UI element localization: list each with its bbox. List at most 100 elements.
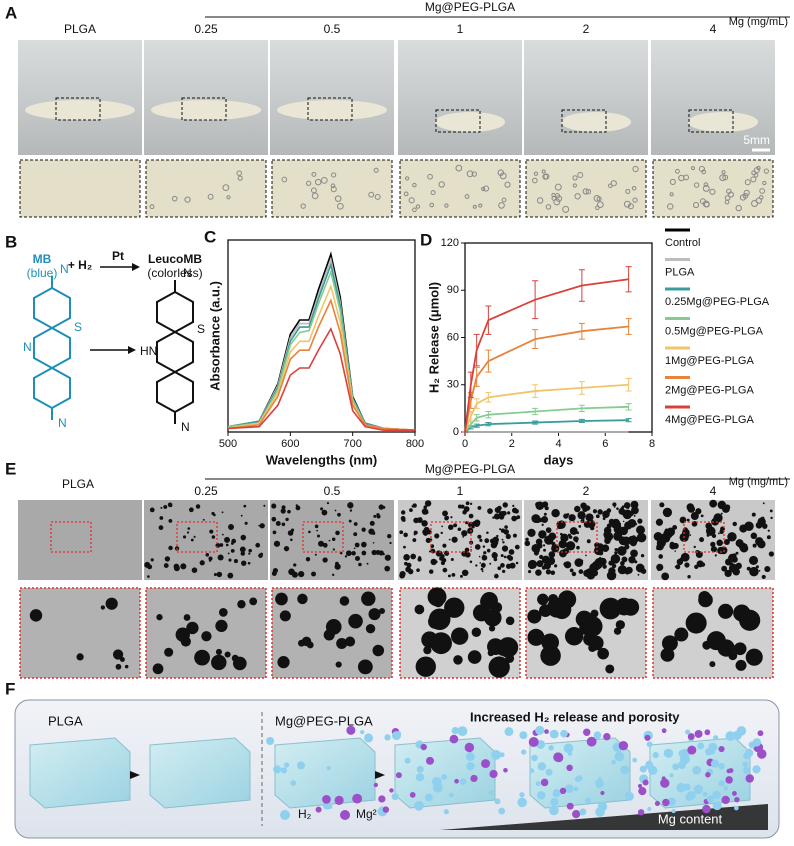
pore	[630, 506, 639, 515]
pore	[183, 614, 191, 621]
pore	[540, 645, 561, 666]
bubble	[533, 171, 539, 176]
group-label: PLGA	[48, 713, 83, 728]
pore	[293, 563, 297, 567]
h2-bubble	[384, 734, 391, 741]
pore	[748, 555, 759, 566]
pore	[221, 533, 224, 536]
pore	[614, 551, 618, 555]
bubble	[408, 197, 415, 204]
error-bar	[578, 418, 585, 424]
pore	[503, 529, 510, 535]
h2-bubble	[448, 792, 454, 798]
legend-label: 0.25Mg@PEG-PLGA	[665, 296, 770, 308]
h2-bubble	[646, 741, 653, 748]
pore	[217, 554, 224, 561]
pore	[358, 562, 362, 567]
pore	[515, 561, 519, 565]
pore	[115, 663, 122, 670]
bubble	[330, 172, 337, 178]
mg-ion	[661, 728, 667, 734]
roi-box	[50, 521, 92, 553]
pore	[602, 517, 606, 521]
pore	[636, 525, 645, 535]
pore	[687, 575, 691, 579]
pore	[419, 517, 423, 520]
pore	[604, 537, 611, 545]
pore	[378, 504, 384, 510]
h2-bubble	[519, 792, 525, 798]
error-bar	[473, 398, 480, 409]
mg-ion	[757, 730, 764, 737]
pore	[507, 511, 511, 515]
h2-bubble	[752, 738, 762, 747]
pore	[219, 543, 224, 547]
pore	[622, 520, 625, 523]
pore	[721, 565, 728, 572]
mg-ion	[559, 787, 567, 794]
mg-ion	[661, 776, 666, 781]
pore	[354, 556, 360, 562]
error-bar	[532, 329, 539, 350]
h2-bubble	[414, 800, 424, 811]
pore	[430, 632, 452, 655]
pore	[453, 655, 463, 665]
mg-ion	[378, 795, 386, 803]
bubble	[320, 176, 328, 184]
catalyst: Pt	[112, 249, 124, 263]
pore	[527, 628, 545, 646]
pore	[442, 543, 447, 548]
pore	[227, 572, 234, 579]
pore	[602, 564, 607, 569]
pore	[543, 548, 547, 552]
pore	[571, 571, 577, 577]
vial-photo	[524, 40, 648, 155]
panel-label: B	[5, 232, 17, 251]
sem-image	[144, 500, 268, 580]
pore	[213, 513, 216, 517]
h2-bubble	[451, 726, 459, 735]
pore	[248, 552, 251, 555]
pore	[441, 525, 443, 528]
bubble	[577, 171, 584, 178]
h2-bubble	[531, 754, 538, 762]
h2-bubble	[648, 765, 658, 775]
bubble	[471, 171, 477, 177]
mg-ion	[426, 756, 434, 765]
unit-label: Mg (mg/mL)	[729, 476, 788, 488]
pore	[281, 522, 286, 527]
panel-label: E	[5, 459, 16, 478]
pore	[723, 538, 730, 545]
pore	[507, 555, 514, 561]
pore	[687, 505, 696, 513]
h2-bubble	[535, 781, 541, 787]
pore	[353, 532, 358, 537]
pore	[490, 541, 498, 549]
pore	[406, 562, 412, 568]
pore	[337, 512, 341, 517]
pore	[334, 563, 341, 570]
bubble	[727, 191, 734, 198]
pore	[402, 518, 406, 522]
pore	[556, 521, 562, 527]
bubble	[368, 191, 375, 198]
pore	[428, 569, 434, 574]
pore	[578, 569, 584, 575]
pore	[384, 554, 391, 561]
bubble	[669, 192, 674, 197]
bubble	[300, 203, 306, 209]
h2-bubble	[710, 749, 716, 755]
pore	[552, 600, 572, 620]
key: Mg²⁺	[356, 807, 383, 821]
pore	[714, 554, 717, 557]
atom: N	[181, 420, 190, 434]
series-line	[227, 298, 416, 432]
pore	[606, 523, 612, 529]
pore	[450, 558, 454, 562]
pore	[410, 553, 417, 560]
bubble	[149, 204, 155, 210]
bubble	[455, 164, 463, 172]
h2-bubble	[743, 752, 750, 760]
mg-ion	[554, 753, 564, 763]
